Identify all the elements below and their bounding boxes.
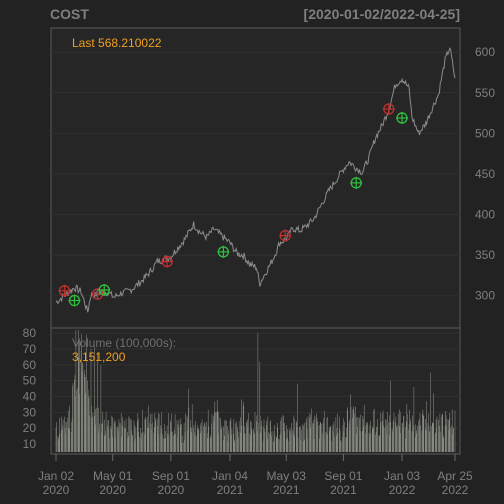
volume-tick-label: 40 <box>23 390 37 404</box>
price-tick-label: 550 <box>475 86 495 100</box>
x-tick-year-label: 2021 <box>273 483 300 497</box>
symbol-title: COST <box>50 6 89 22</box>
sell-marker <box>279 229 292 242</box>
x-tick-year-label: 2022 <box>389 483 416 497</box>
x-tick-label: Apr 25 <box>437 469 473 483</box>
price-tick-label: 600 <box>475 45 495 59</box>
x-tick-label: Jan 02 <box>38 469 74 483</box>
buy-marker <box>396 111 409 124</box>
volume-bars <box>55 330 456 452</box>
x-tick-label: Sep 01 <box>324 469 362 483</box>
price-y-axis: 300 350 400 450 500 550 600 <box>475 45 495 302</box>
volume-label: Volume (100,000s): <box>72 336 176 350</box>
x-tick-year-label: 2022 <box>442 483 469 497</box>
x-tick-label: Jan 03 <box>384 469 420 483</box>
x-tick-label: Sep 01 <box>152 469 190 483</box>
x-tick-year-label: 2021 <box>330 483 357 497</box>
price-panel: 300 350 400 450 500 550 600 Last 568.210022 <box>50 27 495 329</box>
trade-markers <box>58 103 409 307</box>
volume-tick-label: 80 <box>23 326 37 340</box>
price-tick-label: 400 <box>475 208 495 222</box>
x-tick-label: May 01 <box>93 469 133 483</box>
sell-marker <box>382 103 395 116</box>
last-price-label: Last 568.210022 <box>72 36 162 50</box>
x-tick-label: Jan 04 <box>212 469 248 483</box>
x-tick-year-label: 2021 <box>217 483 244 497</box>
volume-tick-label: 30 <box>23 405 37 419</box>
x-tick-label: May 03 <box>267 469 307 483</box>
buy-marker <box>68 294 81 307</box>
volume-tick-label: 10 <box>23 437 37 451</box>
volume-tick-label: 70 <box>23 342 37 356</box>
price-tick-label: 300 <box>475 289 495 303</box>
price-tick-label: 500 <box>475 126 495 140</box>
volume-last-value: 3,151,200 <box>72 350 126 364</box>
x-tick-year-label: 2020 <box>99 483 126 497</box>
price-tick-label: 450 <box>475 167 495 181</box>
buy-marker <box>217 245 230 258</box>
volume-tick-label: 50 <box>23 374 37 388</box>
price-panel-frame <box>50 27 461 329</box>
sell-marker <box>58 284 71 297</box>
x-tick-year-label: 2020 <box>158 483 185 497</box>
buy-marker <box>98 283 111 296</box>
buy-marker <box>350 176 363 189</box>
date-range-title: [2020-01-02/2022-04-25] <box>304 6 460 22</box>
volume-tick-label: 60 <box>23 358 37 372</box>
x-tick-year-label: 2020 <box>43 483 70 497</box>
sell-marker <box>161 255 174 268</box>
volume-tick-label: 20 <box>23 421 37 435</box>
price-tick-label: 350 <box>475 248 495 262</box>
